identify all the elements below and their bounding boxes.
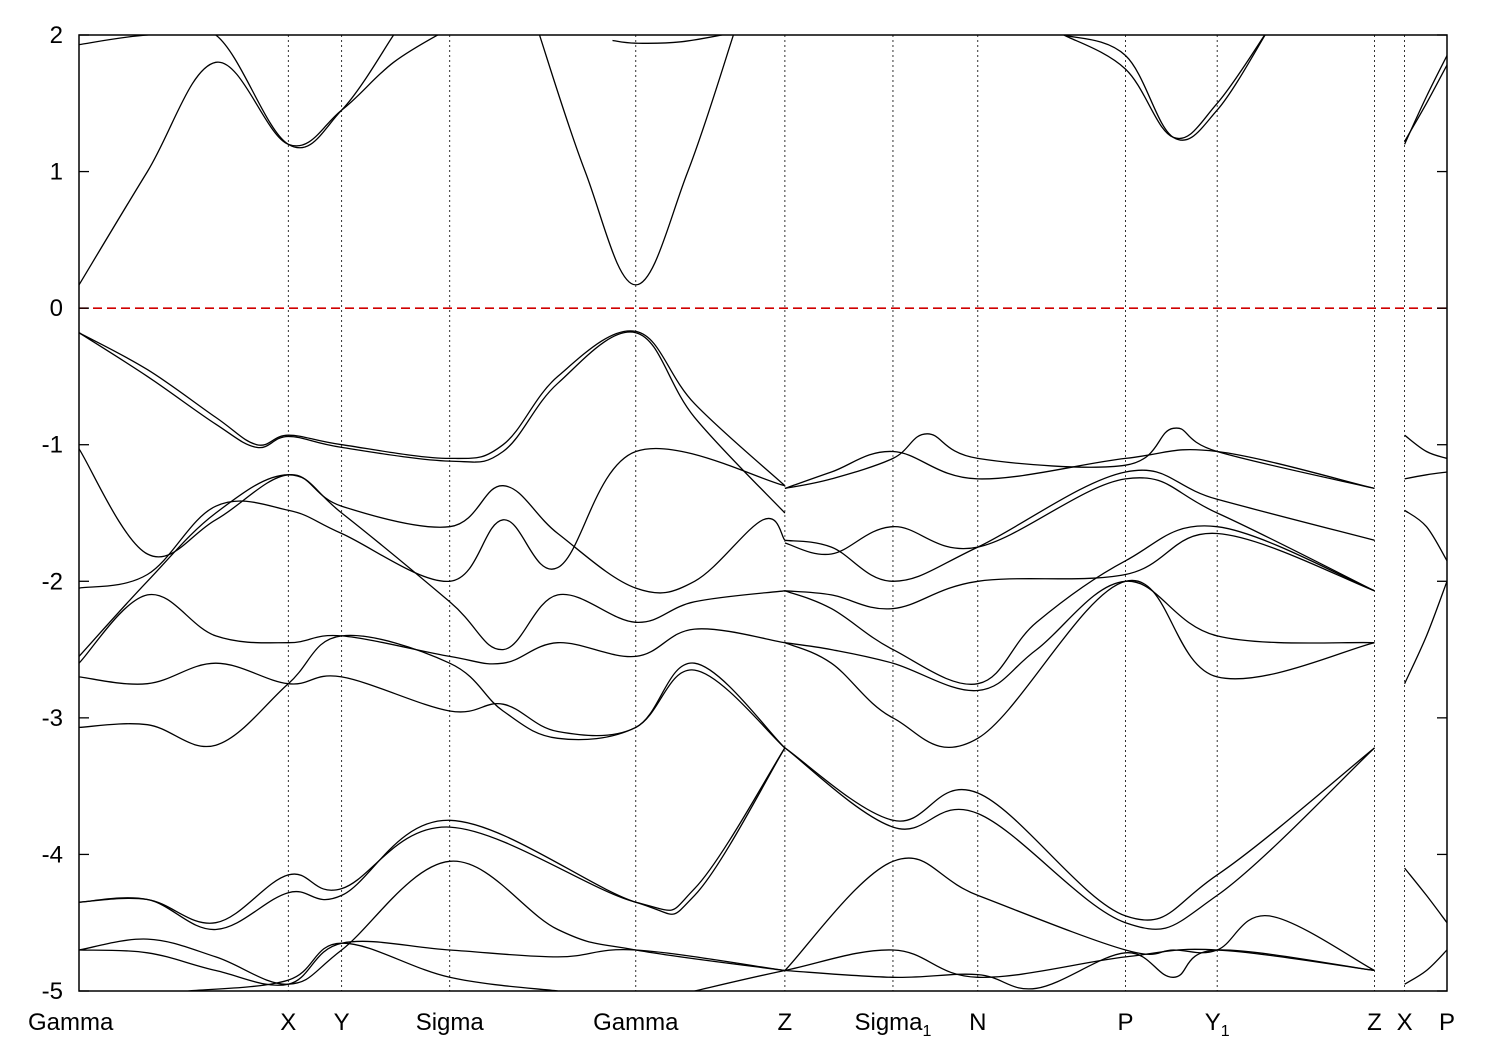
kpoint-gridlines [287,35,1405,991]
x-tick-label: Gamma [28,1009,114,1036]
band-9 [79,331,786,514]
band-5 [1063,35,1266,140]
band-1 [79,35,395,149]
band-7 [1404,64,1447,142]
y-tick-label: -1 [42,432,63,459]
band-23 [784,857,1375,972]
band-lines [79,35,1447,991]
plot-frame [78,34,1448,992]
band-33 [784,532,1375,610]
band-22 [784,949,1375,990]
y-tick-label: -2 [42,568,63,595]
band-25 [784,747,1375,930]
y-axis-ticks: -5 -4 -3 -2 -1 0 1 2 [42,22,1447,1005]
x-tick-label: Z [1367,1009,1382,1036]
band-34 [1404,434,1447,460]
x-axis-ticks: Gamma X Y Sigma Gamma Z Sigma1 N P Y1 Z X P [28,1009,1455,1040]
band-4 [1063,35,1266,141]
band-2 [538,35,735,286]
x-tick-label: Sigma1 [854,1009,931,1040]
x-tick-label: X [1397,1009,1413,1036]
y-tick-label: -5 [42,978,63,1005]
x-tick-label: Y [334,1009,350,1036]
band-27 [784,580,1375,692]
x-tick-label: X [280,1009,296,1036]
y-tick-label: 2 [50,22,63,49]
band-28 [784,525,1375,685]
y-tick-label: -4 [42,841,63,868]
x-tick-label: Sigma [416,1009,485,1036]
band-20 [188,942,558,991]
band-26 [784,579,1375,749]
band-3 [612,35,725,45]
band-35 [1404,471,1447,480]
x-tick-label: P [1439,1009,1455,1036]
band-18 [79,860,785,985]
x-tick-subscript: 1 [1221,1023,1230,1040]
band-10 [79,448,786,594]
band-15 [79,634,786,749]
band-19 [79,940,785,986]
x-tick-label: Z [778,1009,793,1036]
x-tick-label: Y1 [1205,1009,1230,1040]
band-39 [1404,949,1447,985]
x-tick-label: Gamma [593,1009,679,1036]
band-0 [79,35,440,286]
x-tick-label: P [1118,1009,1134,1036]
x-tick-label: N [969,1009,986,1036]
band-21 [694,948,1375,991]
band-32 [784,477,1375,592]
band-37 [1404,581,1447,684]
band-13 [79,593,785,665]
x-tick-subscript: 1 [923,1023,932,1040]
band-11 [79,447,786,589]
band-24 [784,747,1375,921]
y-tick-label: -3 [42,705,63,732]
band-16 [79,747,786,924]
y-tick-label: 0 [50,295,63,322]
band-30 [784,449,1375,490]
band-12 [79,474,785,657]
band-31 [784,427,1375,490]
band-8 [79,330,786,487]
band-14 [79,662,786,749]
y-tick-label: 1 [50,159,63,186]
band-36 [1404,509,1447,562]
band-29 [784,469,1375,582]
band-17 [79,747,786,931]
band-38 [1404,867,1447,924]
